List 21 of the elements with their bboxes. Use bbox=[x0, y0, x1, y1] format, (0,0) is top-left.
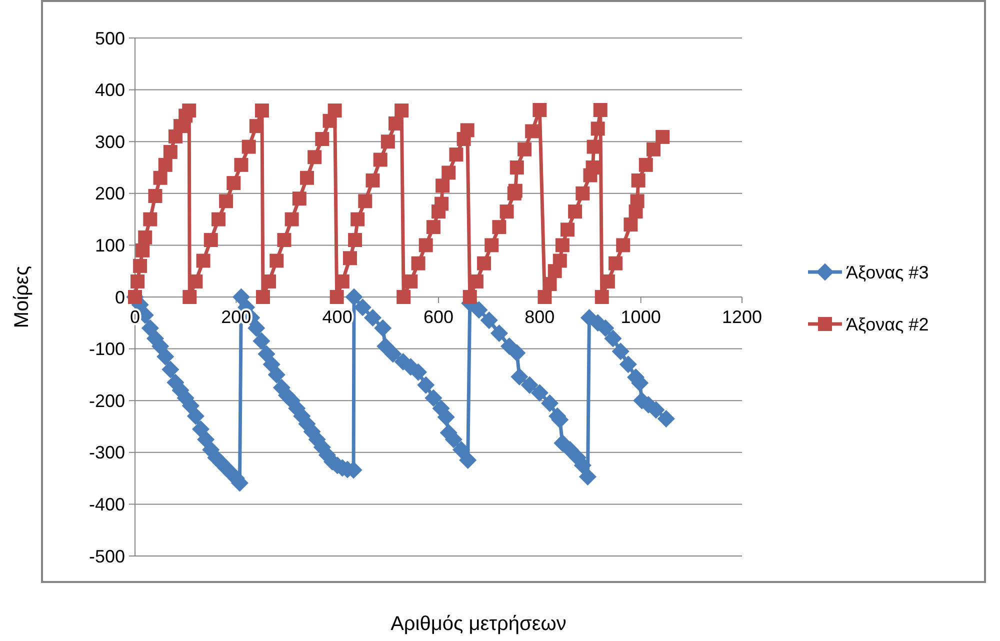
y-tick-label: 400 bbox=[94, 80, 125, 100]
y-tick-label: 0 bbox=[114, 287, 125, 308]
y-tick-label: 200 bbox=[94, 184, 125, 204]
y-tick-label: -100 bbox=[88, 339, 125, 360]
x-tick-label: 600 bbox=[423, 307, 454, 327]
y-tick-label: 500 bbox=[94, 28, 125, 48]
y-tick-label: -500 bbox=[88, 546, 125, 566]
x-tick-label: 1000 bbox=[620, 307, 661, 327]
y-tick-label: 300 bbox=[94, 132, 125, 152]
x-tick-label: 800 bbox=[524, 307, 555, 327]
x-axis-title: Αριθμός μετρήσεων bbox=[390, 613, 566, 635]
x-tick-label: 1200 bbox=[722, 307, 762, 327]
y-tick-label: -300 bbox=[88, 442, 125, 463]
legend-label: Άξονας #3 bbox=[846, 262, 929, 282]
legend-label: Άξονας #2 bbox=[846, 314, 929, 334]
x-tick-label: 400 bbox=[322, 307, 352, 327]
y-axis-title: Μοίρες bbox=[11, 266, 33, 328]
y-tick-label: 100 bbox=[94, 236, 125, 256]
y-tick-label: -200 bbox=[88, 390, 125, 411]
x-tick-label: 0 bbox=[130, 307, 140, 327]
y-tick-label: -400 bbox=[88, 494, 125, 514]
